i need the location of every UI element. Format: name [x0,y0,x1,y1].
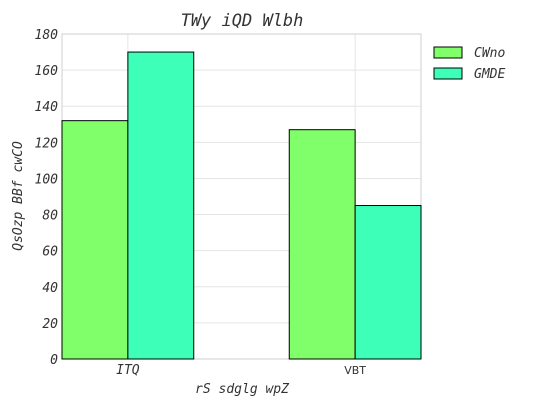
y-tick-label: 20 [42,317,58,332]
bars-layer [61,51,422,360]
y-tick-label: 60 [42,245,58,260]
x-axis-ticks: ITQ VBT [116,363,366,378]
legend-label-gmde: GMDE [474,67,505,82]
bar-gmde-vbt [354,205,422,360]
y-tick-label: 140 [35,100,59,115]
y-tick-label: 180 [35,28,59,43]
x-tick-label: VBT [344,364,366,377]
legend: CWno GMDE [433,46,505,82]
x-axis-label: rS sdglg wpZ [195,382,290,397]
chart-title: TWy iQD Wlbh [181,11,304,31]
y-tick-label: 0 [50,353,58,368]
bar-gmde-itq [127,51,195,360]
legend-label-cwno: CWno [474,46,505,61]
y-tick-label: 120 [35,136,59,151]
y-tick-label: 80 [42,209,58,224]
y-tick-label: 160 [35,64,59,79]
bar-cwno-itq [61,120,129,360]
bar-cwno-vbt [288,129,356,360]
y-tick-label: 100 [35,172,59,187]
legend-swatch-gmde [433,67,463,80]
y-tick-label: 40 [42,281,58,296]
y-axis-label: QsOzp BBf cwCO [11,141,26,251]
legend-swatch-cwno [433,46,463,59]
x-tick-label: ITQ [116,363,140,378]
y-axis-ticks: 0 20 40 60 80 100 120 140 160 180 [35,28,59,368]
